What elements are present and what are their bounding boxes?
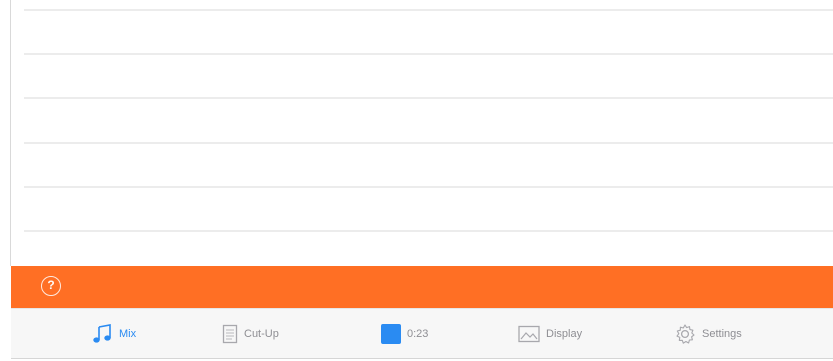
help-icon[interactable]: ? <box>41 276 61 296</box>
bottom-divider <box>11 358 833 359</box>
tab-mix[interactable]: Mix <box>91 309 136 359</box>
gear-icon <box>674 323 696 345</box>
tab-timer-label: 0:23 <box>407 328 429 340</box>
list-row[interactable] <box>24 186 833 188</box>
tab-mix-label: Mix <box>119 328 137 340</box>
tab-timer[interactable]: 0:23 <box>381 309 428 359</box>
list-row[interactable] <box>24 9 833 11</box>
list-row[interactable] <box>24 97 833 99</box>
list-row[interactable] <box>24 230 833 232</box>
tab-display-label: Display <box>546 328 583 340</box>
content-list <box>24 9 833 232</box>
tab-cut-up[interactable]: Cut-Up <box>222 309 279 359</box>
tab-settings[interactable]: Settings <box>674 309 742 359</box>
list-row[interactable] <box>24 142 833 144</box>
tab-bar: Mix Cut-Up 0:23 <box>11 308 833 359</box>
stop-square-icon <box>381 324 401 344</box>
tab-settings-label: Settings <box>702 328 742 340</box>
document-icon <box>222 324 238 344</box>
tab-cut-up-label: Cut-Up <box>244 328 279 340</box>
list-row[interactable] <box>24 53 833 55</box>
image-icon <box>518 325 540 343</box>
status-banner: ? <box>11 266 833 308</box>
left-divider <box>10 0 11 266</box>
tab-display[interactable]: Display <box>518 309 582 359</box>
music-note-icon <box>91 324 113 344</box>
